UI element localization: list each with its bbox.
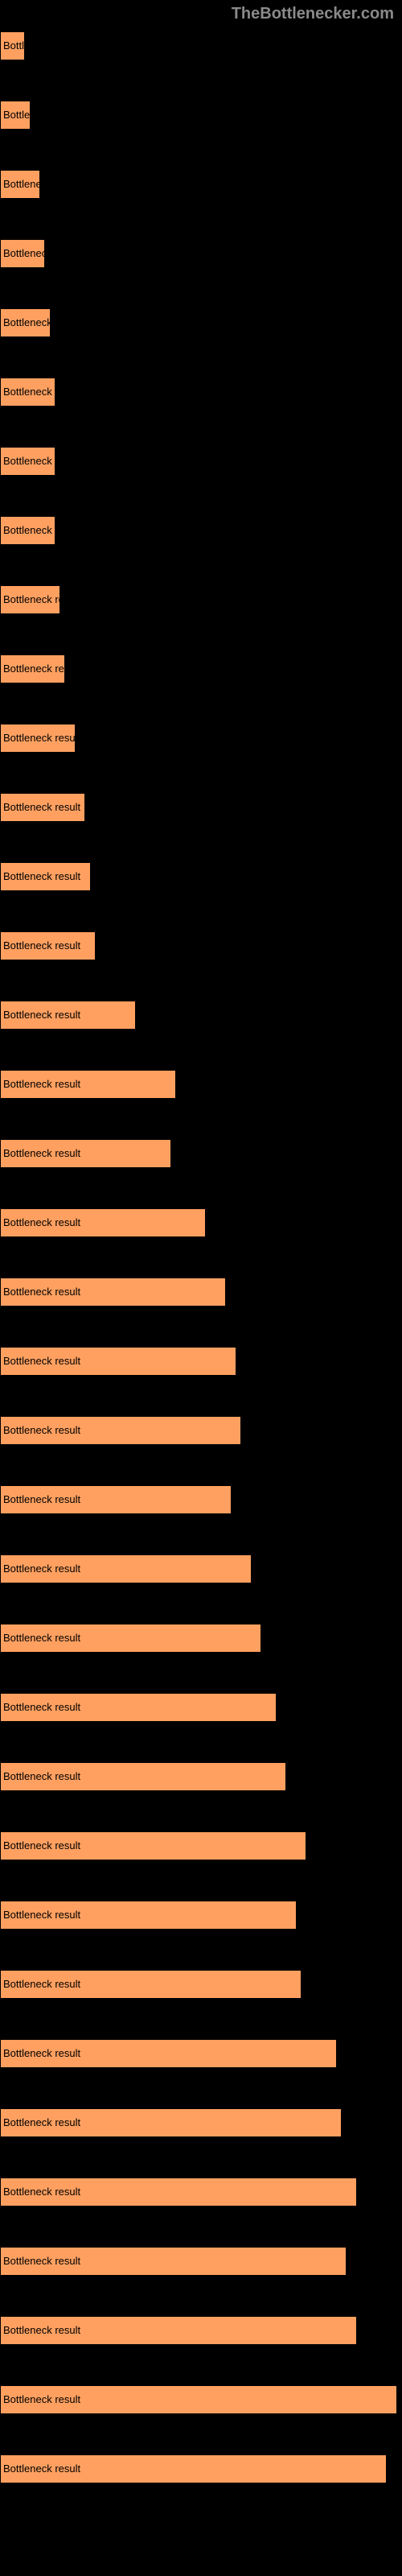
bar — [0, 1831, 306, 1860]
bar-row: Bottleneck result — [0, 2178, 402, 2207]
bar — [0, 2039, 337, 2068]
bar — [0, 931, 96, 960]
bar-row: Bottleneck result — [0, 2039, 402, 2068]
site-header: TheBottlenecker.com — [0, 0, 402, 23]
bar — [0, 1693, 277, 1722]
bar — [0, 1070, 176, 1099]
bar-row: Bottleneck result — [0, 1901, 402, 1930]
bar-row: Bottleneck result — [0, 516, 402, 545]
bar-row: Bottleneck result — [0, 2385, 402, 2414]
bar-row: Bottleneck result — [0, 308, 402, 337]
bar — [0, 1554, 252, 1583]
bar-row: Bottleneck result — [0, 1278, 402, 1307]
bar — [0, 2316, 357, 2345]
bar — [0, 1139, 171, 1168]
bar-row: Bottleneck result — [0, 1347, 402, 1376]
bar-row: Bottleneck result — [0, 1001, 402, 1030]
bar — [0, 101, 31, 130]
bar — [0, 2178, 357, 2207]
bar — [0, 31, 25, 60]
bar-row: Bottleneck result — [0, 239, 402, 268]
bar-row: Bottleneck result — [0, 585, 402, 614]
bar-row: Bottleneck result — [0, 1139, 402, 1168]
bar — [0, 170, 40, 199]
bar — [0, 2385, 397, 2414]
bar — [0, 793, 85, 822]
bar-row: Bottleneck result — [0, 2454, 402, 2483]
bar — [0, 1347, 236, 1376]
bar-row: Bottleneck result — [0, 931, 402, 960]
bar — [0, 1416, 241, 1445]
bar — [0, 2454, 387, 2483]
bar — [0, 308, 51, 337]
bar — [0, 1970, 302, 1999]
bar-row: Bottleneck result — [0, 2316, 402, 2345]
bar — [0, 2247, 347, 2276]
bar-row: Bottleneck result — [0, 101, 402, 130]
bar-row: Bottleneck result — [0, 31, 402, 60]
bar-row: Bottleneck result — [0, 2108, 402, 2137]
bar — [0, 447, 55, 476]
bar — [0, 585, 60, 614]
bar-row: Bottleneck result — [0, 724, 402, 753]
bar — [0, 654, 65, 683]
bar-row: Bottleneck result — [0, 170, 402, 199]
bar — [0, 1278, 226, 1307]
bar — [0, 239, 45, 268]
bar-row: Bottleneck result — [0, 862, 402, 891]
bar — [0, 516, 55, 545]
bar-row: Bottleneck result — [0, 1693, 402, 1722]
bar-row: Bottleneck result — [0, 1416, 402, 1445]
bar-row: Bottleneck result — [0, 1970, 402, 1999]
bar-row: Bottleneck result — [0, 2247, 402, 2276]
bar-row: Bottleneck result — [0, 654, 402, 683]
site-title: TheBottlenecker.com — [232, 5, 394, 23]
bar — [0, 1901, 297, 1930]
bar — [0, 1624, 261, 1653]
bar — [0, 862, 91, 891]
bar — [0, 724, 76, 753]
bar-row: Bottleneck result — [0, 378, 402, 407]
bar — [0, 1485, 232, 1514]
bottleneck-bar-chart: Bottleneck result Bottleneck result Bottle… — [0, 23, 402, 2540]
bar — [0, 1001, 136, 1030]
bar-row: Bottleneck result — [0, 1831, 402, 1860]
bar-row: Bottleneck result — [0, 1070, 402, 1099]
bar — [0, 1762, 286, 1791]
bar-row: Bottleneck result — [0, 793, 402, 822]
bar — [0, 1208, 206, 1237]
bar — [0, 378, 55, 407]
bar-row: Bottleneck result — [0, 1762, 402, 1791]
bar-row: Bottleneck result — [0, 1554, 402, 1583]
bar-row: Bottleneck result — [0, 1624, 402, 1653]
bar — [0, 2108, 342, 2137]
bar-row: Bottleneck result — [0, 447, 402, 476]
bar-row: Bottleneck result — [0, 1485, 402, 1514]
bar-row: Bottleneck result — [0, 1208, 402, 1237]
